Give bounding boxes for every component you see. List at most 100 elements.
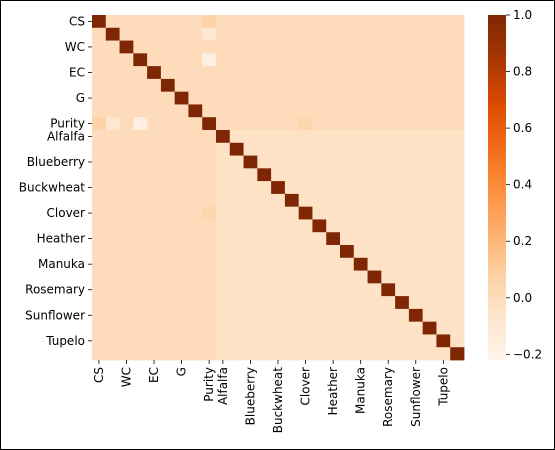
heatmap-cell bbox=[174, 308, 189, 323]
heatmap-cell bbox=[422, 321, 437, 335]
heatmap-cell bbox=[133, 155, 148, 169]
x-tick-label: Alfalfa bbox=[216, 367, 230, 405]
x-tick-label: WC bbox=[119, 367, 133, 387]
heatmap-cell bbox=[243, 232, 258, 246]
heatmap-cell bbox=[188, 91, 203, 105]
heatmap-cell bbox=[395, 308, 410, 323]
heatmap-cell bbox=[408, 91, 424, 105]
heatmap-cell bbox=[395, 193, 410, 208]
heatmap-cell bbox=[353, 232, 368, 246]
heatmap-cell bbox=[312, 334, 327, 348]
heatmap-cell bbox=[216, 142, 231, 156]
heatmap-cell bbox=[105, 245, 120, 259]
heatmap-cell bbox=[312, 117, 327, 131]
heatmap-cell bbox=[92, 347, 107, 361]
heatmap-cell bbox=[133, 270, 148, 284]
y-tick-label: Alfalfa bbox=[47, 129, 85, 143]
heatmap-cell bbox=[436, 181, 451, 195]
heatmap-cell bbox=[422, 27, 437, 41]
x-tick-label: Sunflower bbox=[409, 367, 423, 427]
heatmap-cell bbox=[243, 181, 258, 195]
heatmap-cell bbox=[188, 40, 203, 54]
heatmap-cell bbox=[450, 321, 465, 335]
heatmap-cell bbox=[422, 15, 437, 29]
heatmap-cell bbox=[216, 193, 231, 208]
heatmap-cell bbox=[174, 168, 189, 182]
heatmap-cell bbox=[105, 91, 120, 105]
heatmap-cell bbox=[119, 206, 134, 220]
heatmap-cell bbox=[408, 283, 424, 297]
heatmap-cell bbox=[450, 78, 465, 93]
heatmap-cell bbox=[367, 257, 382, 271]
heatmap-cell bbox=[202, 78, 217, 93]
heatmap-cell bbox=[229, 257, 244, 271]
heatmap-cell bbox=[353, 27, 368, 41]
heatmap-cell bbox=[133, 181, 148, 195]
heatmap-cell bbox=[271, 334, 286, 348]
heatmap-cell bbox=[188, 308, 203, 323]
heatmap-cell bbox=[243, 296, 258, 310]
heatmap-cell bbox=[381, 27, 396, 41]
heatmap-cell bbox=[326, 245, 341, 259]
heatmap-cell bbox=[216, 40, 231, 54]
heatmap-cell bbox=[133, 91, 148, 105]
heatmap-cell bbox=[133, 334, 148, 348]
heatmap-cell bbox=[422, 155, 437, 169]
heatmap-cell bbox=[298, 27, 313, 41]
heatmap-cell bbox=[257, 155, 272, 169]
heatmap-cell bbox=[298, 117, 313, 131]
heatmap-cell bbox=[92, 155, 107, 169]
heatmap-cell bbox=[436, 308, 451, 323]
heatmap-cell bbox=[160, 206, 176, 220]
heatmap-cell bbox=[353, 130, 368, 144]
heatmap-cell bbox=[119, 308, 134, 323]
heatmap-cell bbox=[202, 321, 217, 335]
heatmap-cell bbox=[105, 155, 120, 169]
heatmap-cell bbox=[395, 206, 410, 220]
heatmap-cell bbox=[188, 181, 203, 195]
heatmap-cell bbox=[367, 245, 382, 259]
heatmap-cell bbox=[395, 117, 410, 131]
heatmap-cell bbox=[147, 347, 162, 361]
heatmap-cell bbox=[119, 232, 134, 246]
heatmap-cell bbox=[436, 130, 451, 144]
heatmap-cell bbox=[216, 104, 231, 118]
heatmap-cell bbox=[105, 347, 120, 361]
heatmap-cell bbox=[326, 168, 341, 182]
heatmap-cell bbox=[422, 296, 437, 310]
heatmap-cell bbox=[312, 27, 327, 41]
heatmap-cell bbox=[243, 283, 258, 297]
heatmap-cell bbox=[257, 270, 272, 284]
heatmap-cell bbox=[326, 130, 341, 144]
heatmap-cell bbox=[92, 308, 107, 323]
heatmap-cell bbox=[174, 155, 189, 169]
heatmap-cell bbox=[243, 308, 258, 323]
heatmap-cell bbox=[312, 40, 327, 54]
heatmap-cell bbox=[367, 219, 382, 233]
heatmap-cell bbox=[312, 104, 327, 118]
heatmap-cell bbox=[216, 232, 231, 246]
heatmap-cell bbox=[298, 219, 313, 233]
heatmap-cell bbox=[119, 168, 134, 182]
heatmap-cell bbox=[92, 104, 107, 118]
heatmap-cell bbox=[216, 78, 231, 93]
heatmap-cell bbox=[436, 40, 451, 54]
heatmap-cell bbox=[298, 347, 313, 361]
heatmap-cell bbox=[147, 193, 162, 208]
heatmap-cell bbox=[408, 155, 424, 169]
heatmap-cell bbox=[340, 206, 355, 220]
heatmap-cell bbox=[271, 296, 286, 310]
heatmap-cell bbox=[436, 270, 451, 284]
heatmap-cell bbox=[202, 193, 217, 208]
heatmap-cell bbox=[188, 257, 203, 271]
heatmap-cell bbox=[436, 91, 451, 105]
heatmap-cell bbox=[381, 15, 396, 29]
heatmap-cell bbox=[160, 219, 176, 233]
heatmap-cell bbox=[284, 334, 300, 348]
heatmap-cell bbox=[216, 334, 231, 348]
heatmap-cell bbox=[353, 347, 368, 361]
heatmap-cell bbox=[271, 142, 286, 156]
heatmap-cell bbox=[408, 232, 424, 246]
heatmap-cell bbox=[450, 296, 465, 310]
heatmap-cell bbox=[105, 130, 120, 144]
